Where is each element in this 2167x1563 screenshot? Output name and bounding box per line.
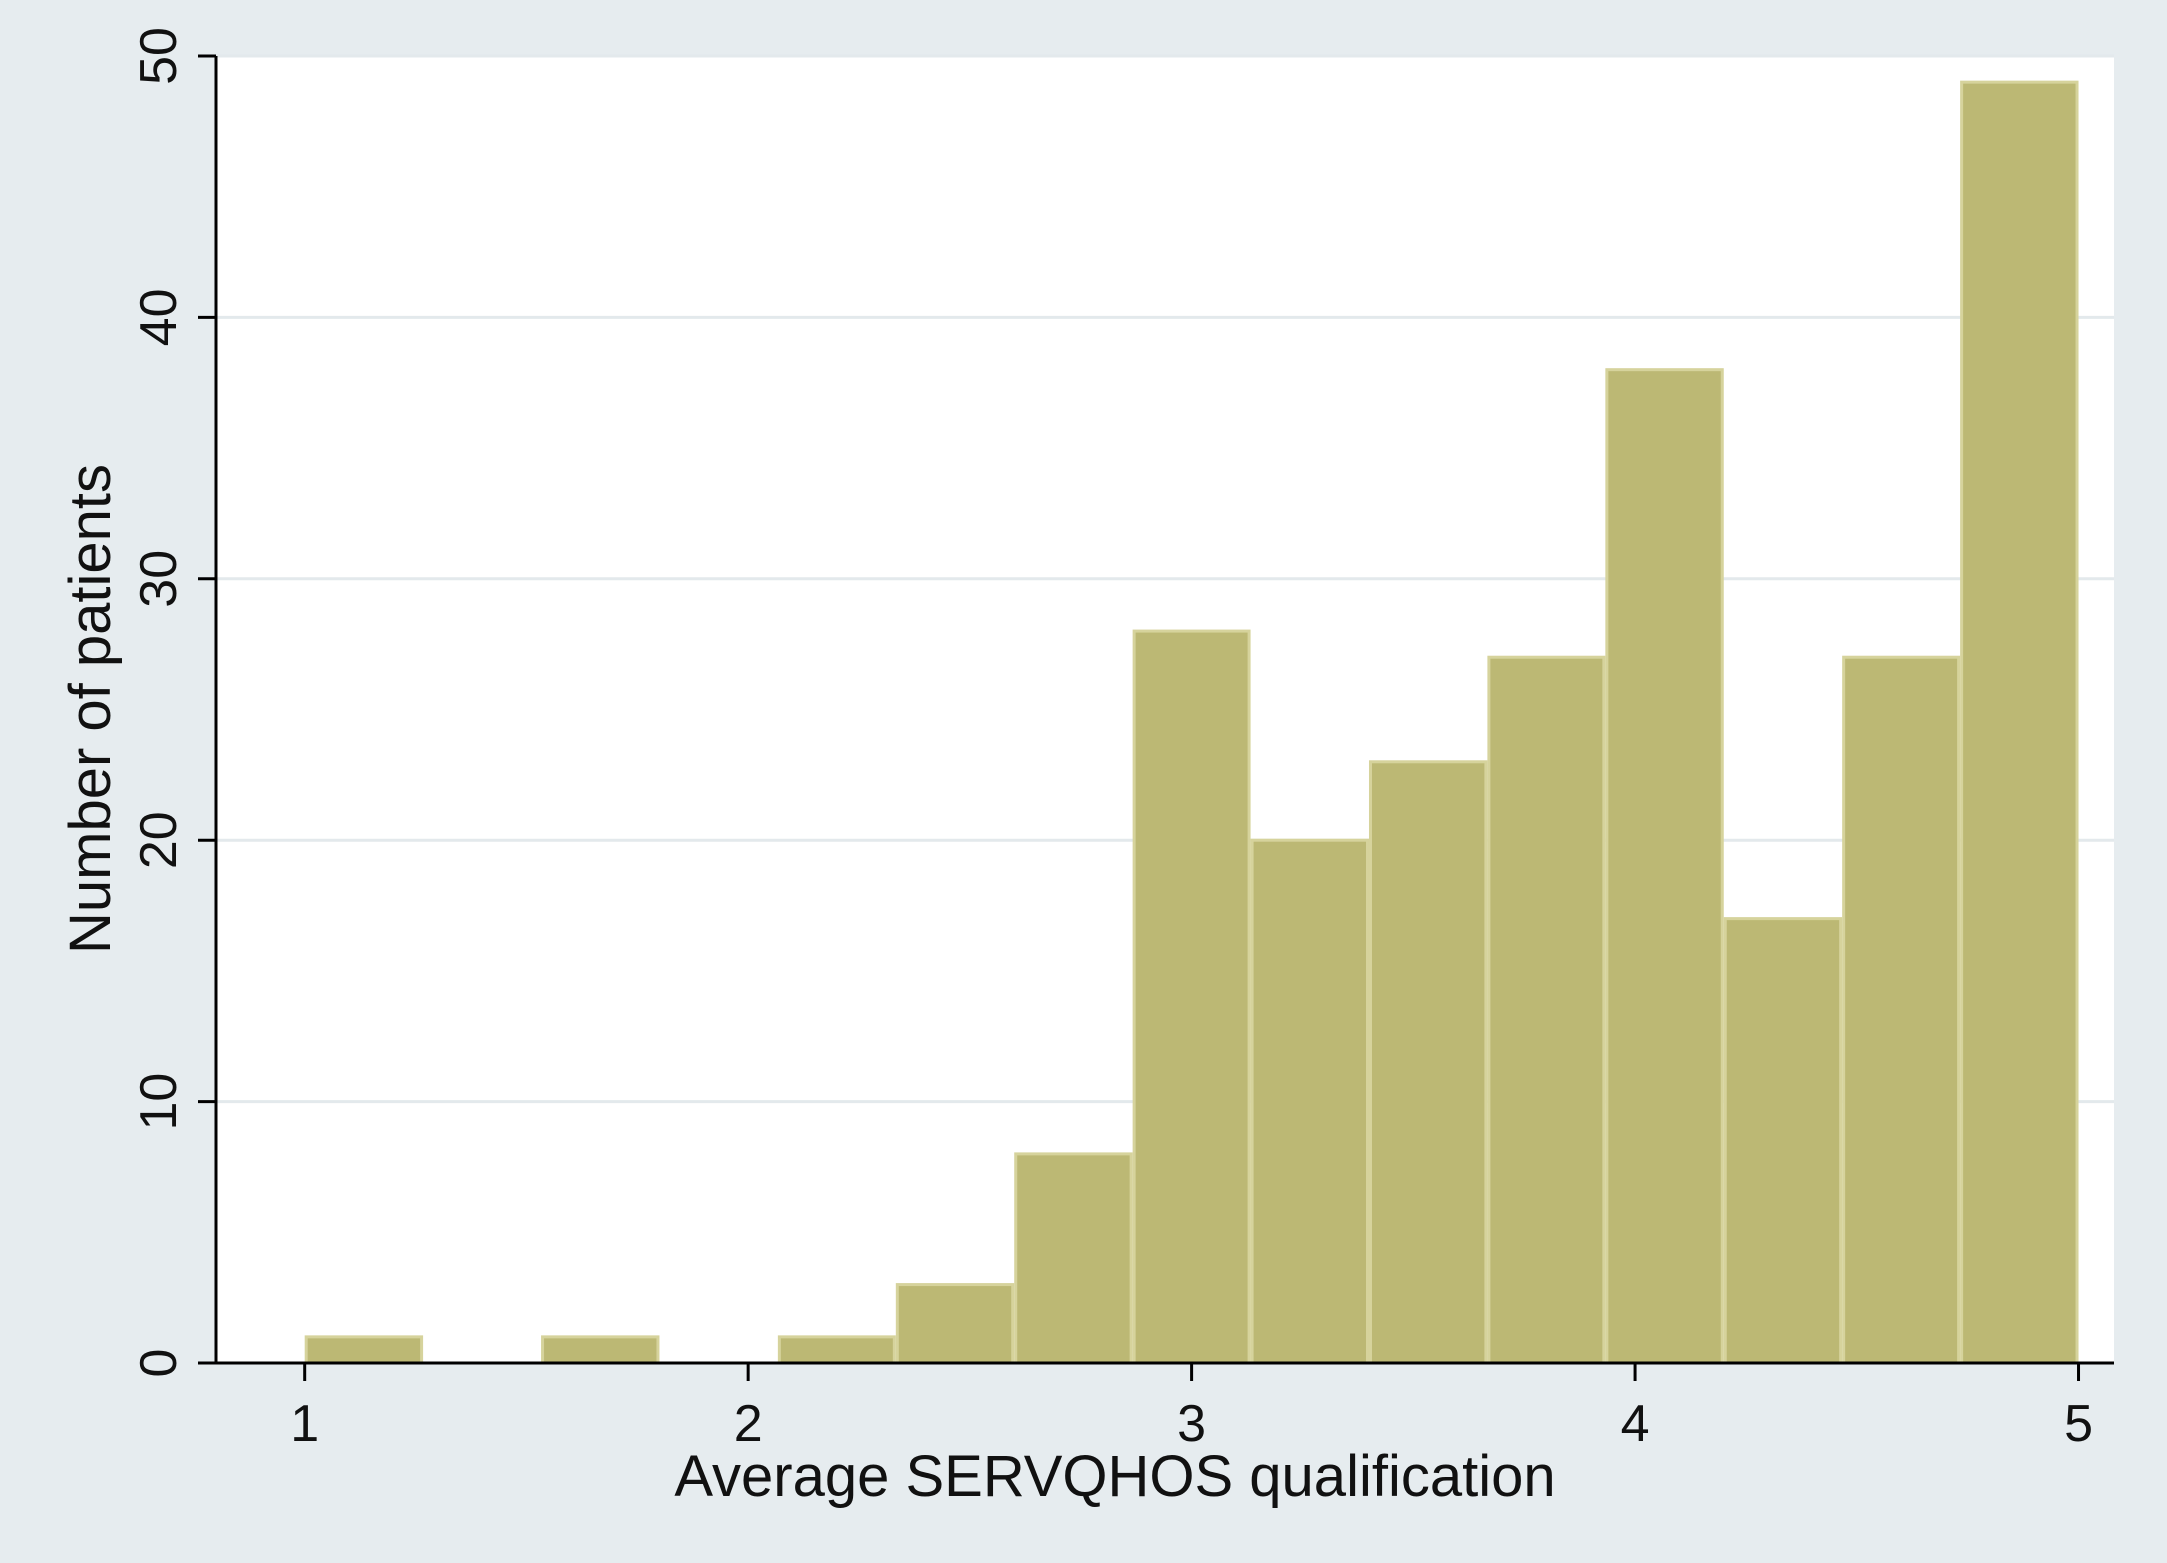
histogram-bar xyxy=(1960,80,2079,1365)
y-axis-title: Number of patients xyxy=(58,464,123,954)
x-axis-title: Average SERVQHOS qualification xyxy=(674,1444,1555,1509)
x-tick-label: 4 xyxy=(1621,1395,1650,1453)
y-tick-label: 0 xyxy=(130,1349,188,1378)
axes xyxy=(214,56,2114,1365)
histogram-bar xyxy=(895,1283,1015,1365)
y-tick-label: 20 xyxy=(130,811,188,869)
histogram-bar xyxy=(1723,917,1843,1365)
histogram-bar xyxy=(777,1335,896,1365)
histogram-bar xyxy=(1132,629,1251,1365)
histogram-bar xyxy=(1250,838,1369,1365)
x-tick-label: 3 xyxy=(1177,1395,1206,1453)
histogram-bar xyxy=(541,1335,660,1365)
histogram-bar xyxy=(1487,655,1606,1365)
y-tick-label: 40 xyxy=(130,288,188,346)
histogram-bars xyxy=(304,80,2079,1365)
histogram-bar xyxy=(1605,368,1724,1365)
y-tick-label: 50 xyxy=(130,27,188,85)
y-tick-label: 10 xyxy=(130,1073,188,1131)
x-tick-label: 5 xyxy=(2064,1395,2093,1453)
histogram-bar xyxy=(1014,1152,1133,1365)
x-tick-label: 2 xyxy=(734,1395,763,1453)
x-tick-label: 1 xyxy=(290,1395,319,1453)
y-tick-label: 30 xyxy=(130,550,188,608)
y-axis-ticks: 0 10 20 30 40 50 xyxy=(130,27,216,1377)
x-axis-ticks: 1 2 3 4 5 xyxy=(290,1363,2093,1453)
histogram-bar xyxy=(1842,655,1961,1365)
histogram-bar xyxy=(304,1335,424,1365)
histogram-bar xyxy=(1368,760,1488,1365)
